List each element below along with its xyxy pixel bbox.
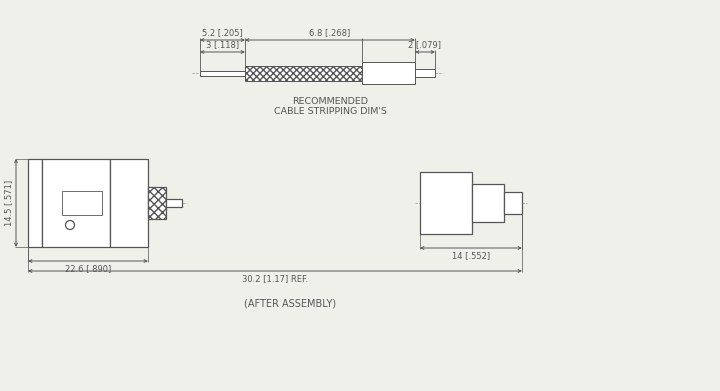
Text: 22.6 [.890]: 22.6 [.890] xyxy=(65,264,111,273)
Text: 3 [.118]: 3 [.118] xyxy=(206,40,239,49)
Bar xyxy=(245,66,362,81)
Text: RECOMMENDED: RECOMMENDED xyxy=(292,97,368,106)
Bar xyxy=(110,159,148,247)
Bar xyxy=(166,199,182,207)
Bar xyxy=(472,184,504,222)
Bar xyxy=(28,159,42,247)
Bar xyxy=(504,192,522,214)
Text: 2 [.079]: 2 [.079] xyxy=(408,40,441,49)
Text: 14.5 [.571]: 14.5 [.571] xyxy=(4,180,13,226)
Bar xyxy=(200,70,245,75)
Bar xyxy=(415,69,435,77)
Bar xyxy=(362,62,415,84)
Text: 6.8 [.268]: 6.8 [.268] xyxy=(310,28,351,37)
Text: 5.2 [.205]: 5.2 [.205] xyxy=(202,28,243,37)
Bar xyxy=(420,172,472,234)
Bar xyxy=(42,159,110,247)
Bar xyxy=(148,187,166,219)
Text: CABLE STRIPPING DIM'S: CABLE STRIPPING DIM'S xyxy=(274,106,387,115)
Text: 14 [.552]: 14 [.552] xyxy=(452,251,490,260)
Circle shape xyxy=(66,221,74,230)
Text: (AFTER ASSEMBLY): (AFTER ASSEMBLY) xyxy=(244,298,336,308)
Text: 30.2 [1.17] REF.: 30.2 [1.17] REF. xyxy=(242,274,308,283)
Bar xyxy=(62,191,102,215)
Bar xyxy=(148,187,166,219)
